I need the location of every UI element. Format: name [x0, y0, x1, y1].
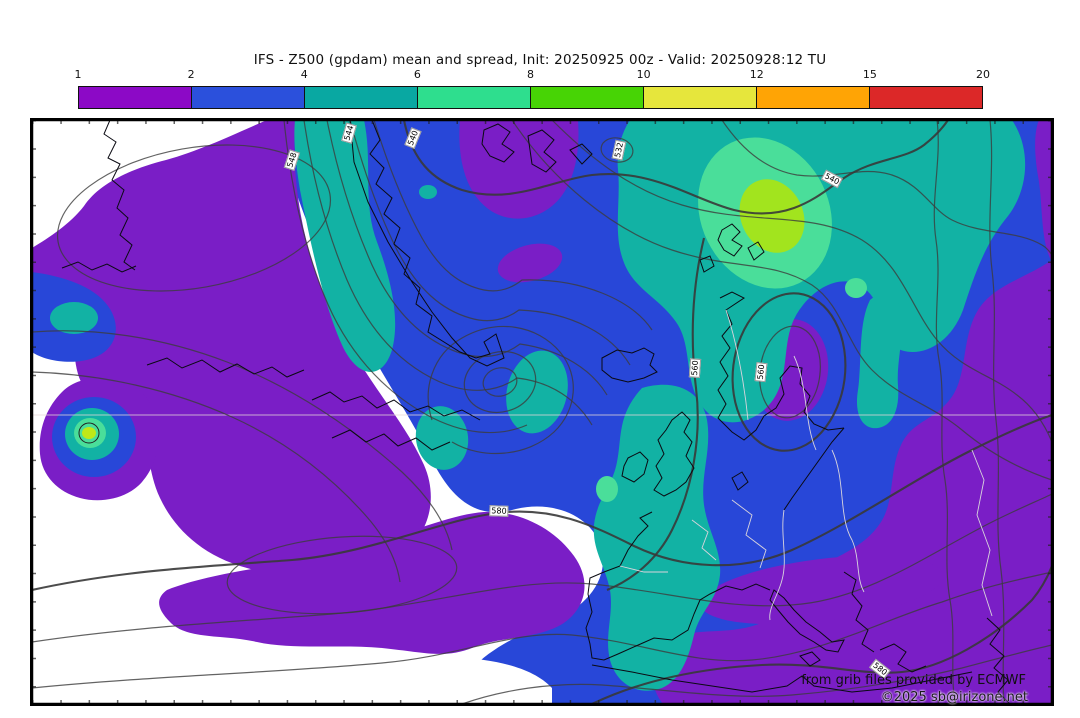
contour-value-label: 560 [688, 357, 702, 379]
map-svg [32, 120, 1052, 704]
colorbar-tick-label: 6 [413, 68, 421, 81]
country-borders-layer [619, 309, 993, 621]
coastlines-layer [61, 120, 1011, 704]
spread-8-10-layer [739, 179, 805, 253]
credit-source-text: from grib files provided by ECMWF [801, 673, 1026, 688]
credit-copyright-text: ©2025 sb@irizone.net [880, 690, 1028, 705]
colorbar-tick-label: 8 [527, 68, 534, 81]
colorbar-segment [192, 87, 305, 108]
colorbar-tick-label: 2 [187, 68, 195, 81]
map-border [32, 120, 1052, 704]
colorbar-segment [644, 87, 757, 108]
colorbar-tick-label: 15 [862, 68, 877, 81]
colorbar [78, 86, 983, 109]
contour-value-label: 580 [489, 505, 509, 517]
colorbar-segment [79, 87, 192, 108]
colorbar-segment [418, 87, 531, 108]
page-title: IFS - Z500 (gpdam) mean and spread, Init… [253, 52, 827, 68]
map-canvas: 548 544 540 532 540 560 560 580 580 from grib fi… [30, 118, 1054, 706]
colorbar-tick-labels: 1 2 4 6 8 10 12 15 20 [74, 68, 991, 84]
colorbar-segment [531, 87, 644, 108]
colorbar-tick-label: 1 [74, 68, 82, 81]
colorbar-tick-label: 4 [300, 68, 308, 81]
contour-lines-layer [32, 120, 1052, 704]
colorbar-segment [870, 87, 982, 108]
colorbar-segment [305, 87, 418, 108]
colorbar-segment [757, 87, 870, 108]
frame-ticks [32, 120, 1052, 704]
contour-value-label: 560 [754, 361, 768, 383]
spread-1-2-layer [32, 120, 1052, 704]
colorbar-tick-label: 12 [749, 68, 764, 81]
spread-bullseye [39, 377, 159, 501]
colorbar-tick-label: 10 [636, 68, 651, 81]
colorbar-tick-label: 20 [976, 68, 990, 81]
